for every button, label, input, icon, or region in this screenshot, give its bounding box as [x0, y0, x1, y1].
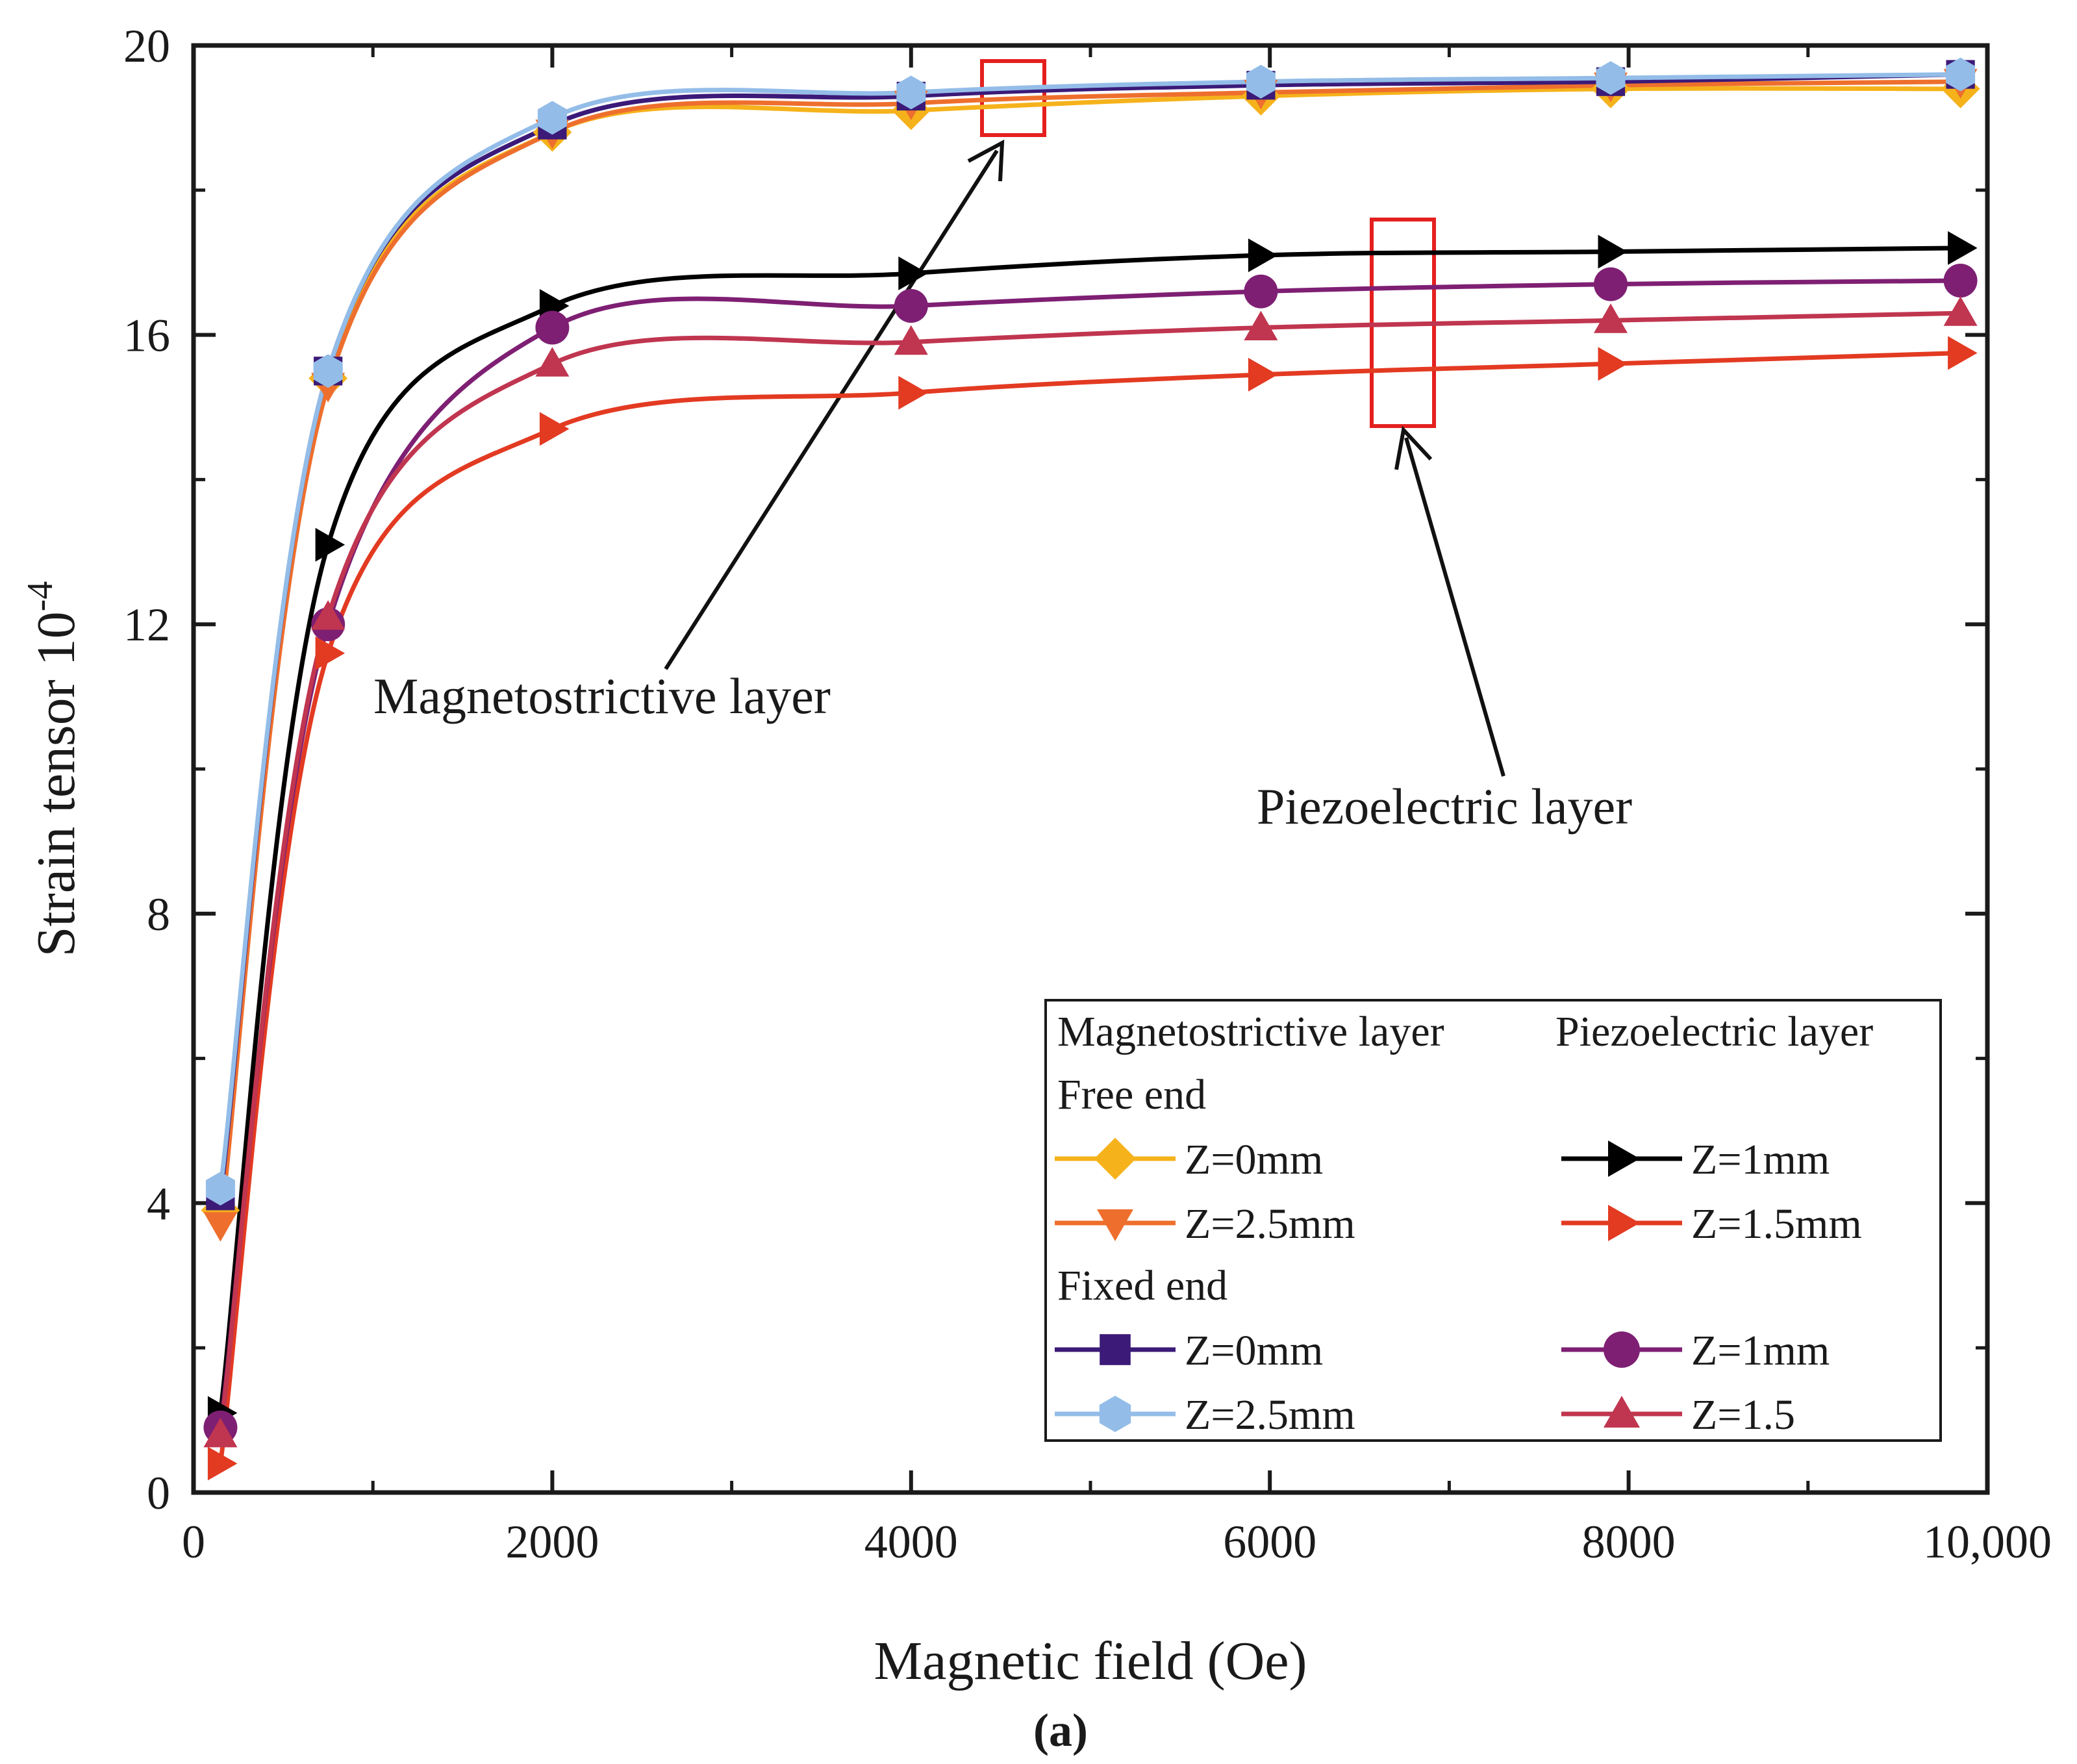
x-tick-label: 10,000: [1923, 1516, 2052, 1568]
piezoelectric-arrow-head: [1394, 425, 1433, 470]
x-tick-label: 2000: [505, 1516, 599, 1568]
data-point-pz-fixed-1: [1593, 267, 1628, 301]
data-point-pz-fixed-1: [535, 310, 570, 345]
x-tick-label: 0: [182, 1516, 205, 1568]
piezoelectric-arrow-line: [1404, 437, 1505, 777]
data-point-pz-free-1: [315, 527, 346, 562]
legend-label-pz-fixed-1: Z=1mm: [1691, 1327, 1830, 1374]
series-line-pz-free-1: [218, 246, 1961, 1413]
data-point-pz-fixed-15: [1594, 303, 1628, 333]
data-point-mag-fixed-25: [1596, 61, 1626, 95]
x-tick-label: 6000: [1223, 1516, 1316, 1568]
series-line-pz-free-15: [218, 350, 1961, 1464]
series-line-pz-fixed-15: [218, 310, 1961, 1435]
data-point-pz-fixed-15: [1943, 296, 1978, 326]
axis-ticks: [192, 44, 1989, 1494]
legend-marker-pz-fixed-1: [1604, 1331, 1640, 1368]
legend-label-mag-free-0: Z=0mm: [1185, 1136, 1323, 1183]
data-point-pz-fixed-1: [1943, 264, 1978, 298]
legend-marker-pz-free-15: [1608, 1205, 1640, 1241]
annotation-group: Magnetostrictive layer Piezoelectric lay…: [373, 59, 1632, 835]
y-axis-title-exponent: -4: [20, 581, 60, 612]
data-point-pz-fixed-15: [203, 1417, 238, 1448]
axis-tick-labels: 0 2000 4000 6000 8000 10,000 0 4 8 12 16 20: [123, 20, 2052, 1568]
series-line-mag-free-25: [218, 79, 1961, 1226]
x-tick-label: 4000: [864, 1516, 958, 1568]
legend-marker-mag-free-0: [1094, 1137, 1137, 1180]
legend-marker-mag-free-25: [1097, 1209, 1133, 1241]
magnetostrictive-arrow-head: [967, 139, 1005, 182]
magnetostrictive-arrow-line: [664, 149, 999, 670]
legend-entries: Z=0mm Z=2.5mm Z=0mm Z=2.5mm Z=1mm Z=1.5mm Z=1m…: [1055, 1136, 1862, 1439]
legend-label-pz-fixed-15: Z=1.5: [1691, 1391, 1795, 1439]
x-tick-label: 8000: [1582, 1516, 1676, 1568]
data-point-mag-fixed-25: [313, 354, 343, 388]
x-axis-title: Magnetic field (Oe): [874, 1631, 1307, 1691]
data-point-pz-free-15: [315, 636, 346, 670]
data-point-pz-free-1: [1948, 231, 1978, 265]
legend-marker-pz-free-1: [1608, 1140, 1640, 1177]
magnetostrictive-annotation-label: Magnetostrictive layer: [373, 668, 831, 724]
figure-caption: (a): [1033, 1704, 1088, 1756]
data-point-pz-free-15: [898, 375, 928, 410]
y-tick-label: 16: [123, 310, 170, 362]
data-point-mag-fixed-25: [896, 75, 926, 110]
legend-label-mag-fixed-0: Z=0mm: [1185, 1327, 1323, 1374]
data-point-pz-free-1: [898, 256, 928, 290]
data-point-pz-free-1: [1598, 234, 1628, 269]
data-point-mag-fixed-25: [1946, 57, 1976, 92]
y-tick-label: 12: [123, 599, 170, 651]
data-point-mag-fixed-25: [537, 101, 567, 135]
data-point-pz-free-15: [207, 1446, 238, 1481]
data-point-pz-fixed-15: [535, 347, 570, 377]
piezoelectric-annotation-label: Piezoelectric layer: [1257, 778, 1632, 835]
y-tick-label: 8: [147, 888, 170, 940]
data-point-pz-fixed-15: [1244, 310, 1278, 340]
legend-header-piezoelectric: Piezoelectric layer: [1555, 1008, 1873, 1055]
data-point-pz-free-15: [1248, 357, 1278, 392]
legend-label-pz-free-1: Z=1mm: [1691, 1136, 1830, 1183]
legend-group-fixed-end: Fixed end: [1057, 1262, 1227, 1309]
legend-marker-pz-fixed-15: [1604, 1396, 1640, 1428]
y-tick-label: 0: [147, 1467, 170, 1519]
data-point-mag-fixed-25: [1246, 64, 1276, 99]
data-point-pz-free-15: [1598, 347, 1628, 381]
legend-label-pz-free-15: Z=1.5mm: [1691, 1200, 1862, 1248]
data-point-pz-fixed-15: [894, 325, 928, 355]
y-axis-title: Strain tensor 10-4: [20, 581, 86, 957]
data-point-pz-free-1: [1248, 238, 1278, 273]
series-markers: [201, 57, 1980, 1481]
legend-marker-mag-fixed-0: [1100, 1334, 1131, 1365]
y-axis-title-base: Strain tensor 10: [26, 611, 86, 957]
y-tick-label: 4: [147, 1178, 170, 1229]
data-point-pz-free-15: [539, 412, 570, 446]
data-point-pz-fixed-1: [1244, 274, 1278, 309]
legend-label-mag-fixed-25: Z=2.5mm: [1185, 1391, 1355, 1439]
data-point-pz-fixed-1: [894, 289, 928, 323]
y-tick-label: 20: [123, 20, 170, 72]
legend-box: [1044, 999, 1942, 1442]
legend-marker-mag-fixed-25: [1099, 1396, 1131, 1432]
data-point-mag-free-25: [203, 1212, 238, 1242]
data-point-pz-free-15: [1948, 336, 1978, 370]
legend-label-mag-free-25: Z=2.5mm: [1185, 1200, 1355, 1248]
series-layer: [201, 57, 1980, 1481]
data-point-pz-fixed-15: [311, 600, 346, 630]
data-point-mag-fixed-25: [205, 1172, 235, 1206]
legend-header-magnetostrictive: Magnetostrictive layer: [1057, 1008, 1444, 1055]
legend: Magnetostrictive layer Piezoelectric lay…: [1044, 999, 1942, 1442]
legend-group-free-end: Free end: [1057, 1071, 1206, 1118]
